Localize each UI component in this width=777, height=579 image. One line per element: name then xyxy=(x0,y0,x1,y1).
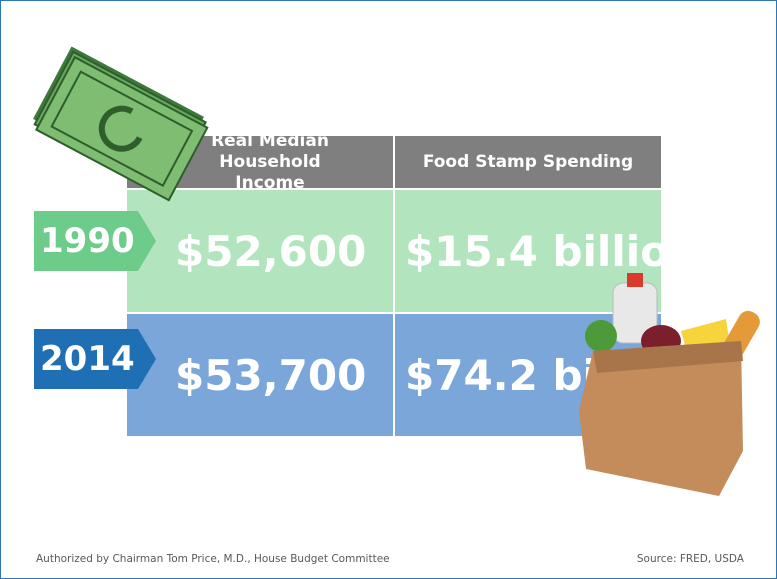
credit-text: Authorized by Chairman Tom Price, M.D., … xyxy=(36,553,390,565)
year-label: 1990 xyxy=(34,211,144,271)
food-stamp-cell: $15.4 billion xyxy=(395,190,661,312)
year-label: 2014 xyxy=(34,329,144,389)
infographic: Real Median Household Income Food Stamp … xyxy=(0,0,777,579)
income-cell: $53,700 xyxy=(127,314,393,436)
source-text: Source: FRED, USDA xyxy=(637,553,744,565)
column-header: Real Median Household Income xyxy=(127,136,393,188)
column-header: Food Stamp Spending xyxy=(395,136,661,188)
food-stamp-cell: $74.2 billion xyxy=(395,314,661,436)
income-cell: $52,600 xyxy=(127,190,393,312)
